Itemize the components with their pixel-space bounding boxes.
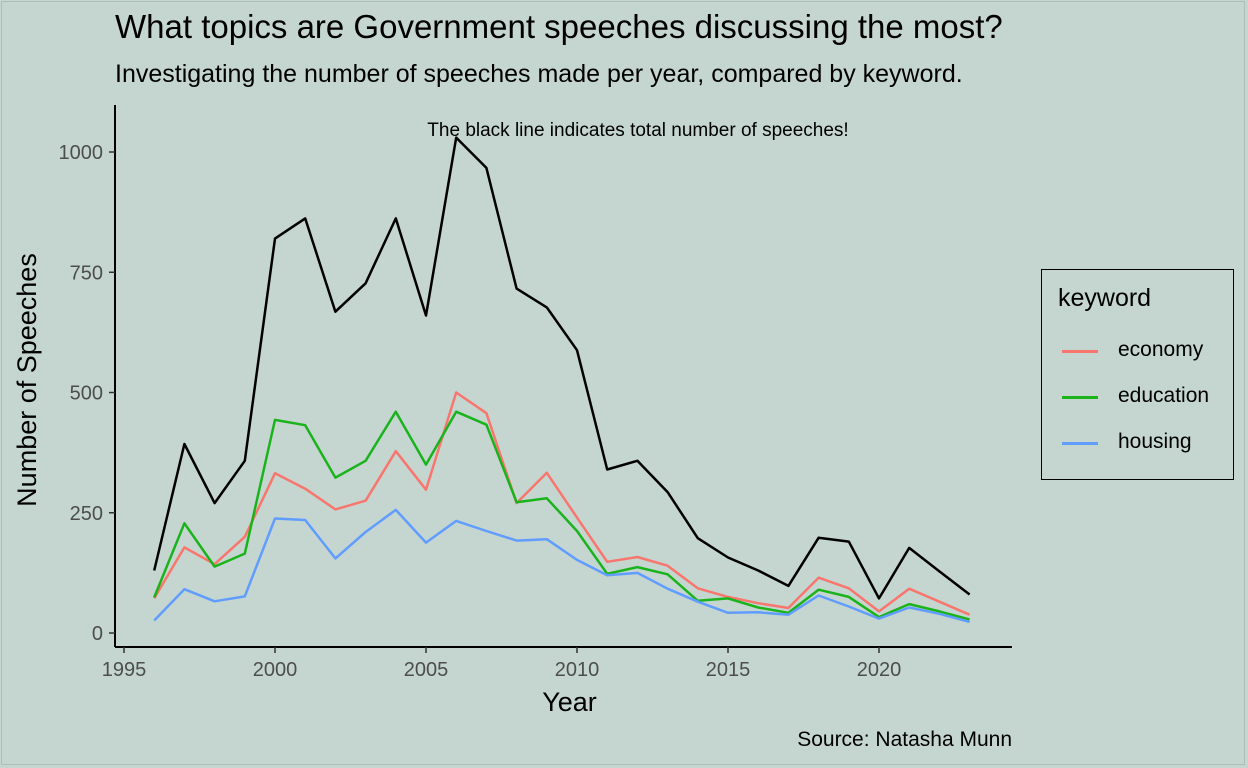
- legend-label: education: [1118, 384, 1210, 407]
- chart-title: What topics are Government speeches disc…: [115, 8, 1003, 45]
- source-caption: Source: Natasha Munn: [797, 728, 1012, 751]
- x-tick-label: 1995: [102, 659, 147, 681]
- legend-key-economy: [1062, 350, 1098, 353]
- x-axis-title: Year: [542, 687, 597, 717]
- legend-item-education: education: [1060, 382, 1230, 412]
- y-tick-label: 750: [70, 262, 103, 284]
- annotation-text: The black line indicates total number of…: [427, 120, 848, 141]
- legend-key-education: [1062, 396, 1098, 399]
- y-axis-title: Number of Speeches: [12, 253, 42, 507]
- legend-label: housing: [1118, 430, 1192, 453]
- y-tick-label: 1000: [59, 142, 104, 164]
- x-tick-label: 2015: [706, 659, 751, 681]
- x-tick-label: 2005: [404, 659, 449, 681]
- x-tick-label: 2000: [253, 659, 298, 681]
- y-tick-label: 500: [70, 383, 103, 405]
- series-line-economy: [153, 391, 971, 616]
- x-tick-label: 2010: [555, 659, 600, 681]
- x-tick-label: 2020: [857, 659, 902, 681]
- chart-subtitle: Investigating the number of speeches mad…: [115, 60, 963, 88]
- y-tick-label: 0: [92, 623, 103, 645]
- series-line-education: [153, 410, 970, 621]
- legend-title: keyword: [1058, 284, 1152, 312]
- legend: keyword economy education housing: [1041, 269, 1234, 480]
- legend-label: economy: [1118, 338, 1204, 361]
- series-line-housing: [153, 508, 970, 624]
- series-line-total: [152, 136, 971, 600]
- legend-key-housing: [1062, 442, 1098, 445]
- legend-item-economy: economy: [1060, 336, 1230, 366]
- y-tick-label: 250: [70, 503, 103, 525]
- legend-item-housing: housing: [1060, 428, 1230, 458]
